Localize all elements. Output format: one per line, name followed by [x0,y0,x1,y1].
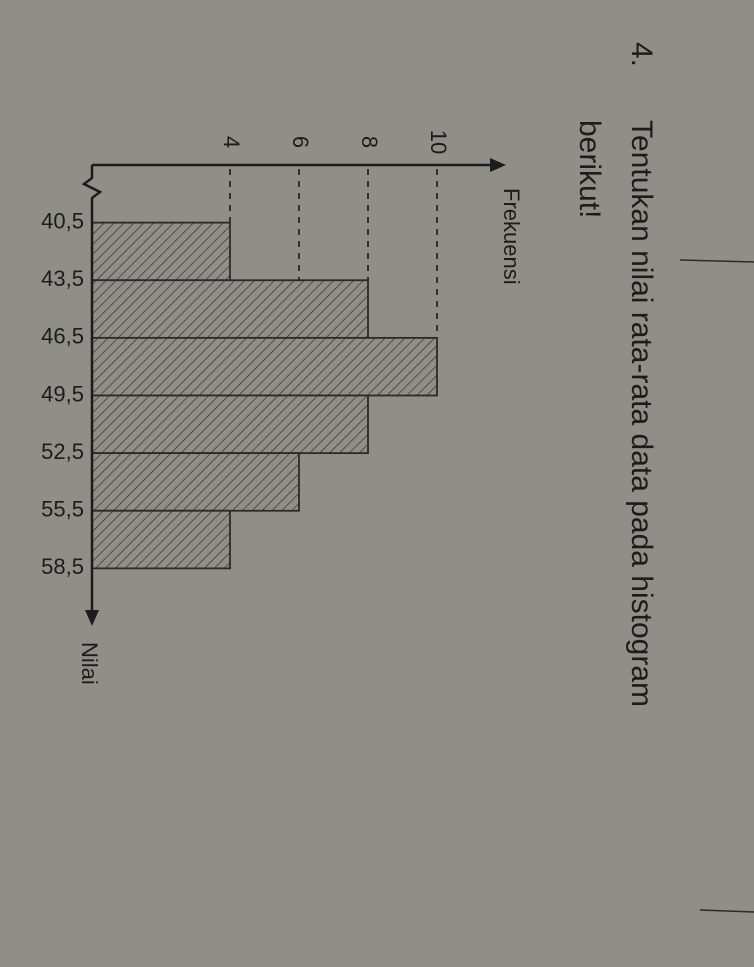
bar [91,279,369,339]
x-tick-label: 52,5 [41,439,84,464]
bar [91,509,231,570]
question-text: berikut! [573,120,606,218]
x-axis-arrow [85,610,99,626]
y-tick-label: 10 [426,130,451,154]
y-tick-label: 6 [288,136,313,148]
x-tick-label: 55,5 [41,497,84,522]
x-axis-label: Nilai [77,642,102,685]
question-number: 4. [625,42,658,67]
x-axis [81,165,103,614]
x-tick-label: 43,5 [41,266,84,291]
bar [91,221,231,282]
y-axis-label: Frekuensi [499,188,524,285]
x-tick-label: 58,5 [41,554,84,579]
x-tick-label: 46,5 [41,324,84,349]
x-tick-label: 40,5 [41,208,84,233]
rule [679,259,754,263]
bar [91,394,369,455]
rule [699,909,754,913]
y-tick-label: 4 [219,136,244,148]
bar [91,336,438,397]
question-text: Tentukan nilai rata-rata data pada histo… [625,120,658,707]
y-axis-arrow [490,158,506,172]
bar [91,452,300,512]
x-tick-label: 49,5 [41,381,84,406]
y-tick-label: 8 [357,136,382,148]
